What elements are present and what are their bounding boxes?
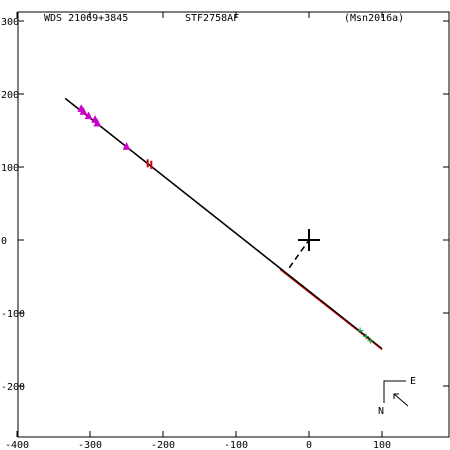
plot-frame	[17, 11, 450, 438]
y-tick-label: 300	[1, 17, 19, 28]
y-tick-label: 200	[1, 90, 19, 101]
compass-north-label: N	[378, 406, 384, 417]
marks	[64, 97, 383, 351]
compass-corner	[383, 380, 406, 403]
compass-arrowhead	[393, 393, 399, 399]
data-point-triangle	[79, 106, 88, 115]
data-point-triangle	[84, 111, 93, 120]
header-right: (Msn2016a)	[344, 13, 404, 24]
x-tick-label: 0	[306, 440, 312, 450]
x-tick-label: -400	[5, 440, 29, 450]
compass-arrow	[393, 393, 409, 407]
axes: -400 -300 -200 -100 0 100 300 200 100 0 -100 -200	[1, 11, 450, 450]
compass-east-label: E	[410, 376, 416, 387]
y-tick-label: -100	[1, 309, 25, 320]
x-tick-label: -100	[224, 440, 248, 450]
x-tick-label: -200	[151, 440, 175, 450]
y-tick-label: -200	[1, 382, 25, 393]
compass: E N	[378, 376, 416, 417]
x-tick-label: -300	[78, 440, 102, 450]
orbit-line	[64, 97, 383, 350]
y-tick-label: 0	[1, 236, 7, 247]
header-left: WDS 21069+3845	[44, 13, 128, 24]
data-point-triangle	[93, 118, 102, 127]
x-tick-label: 100	[373, 440, 391, 450]
header-center: STF2758AF	[185, 13, 239, 24]
node-line	[288, 239, 310, 269]
data-point-triangle	[122, 142, 131, 150]
y-tick-label: 100	[1, 163, 19, 174]
